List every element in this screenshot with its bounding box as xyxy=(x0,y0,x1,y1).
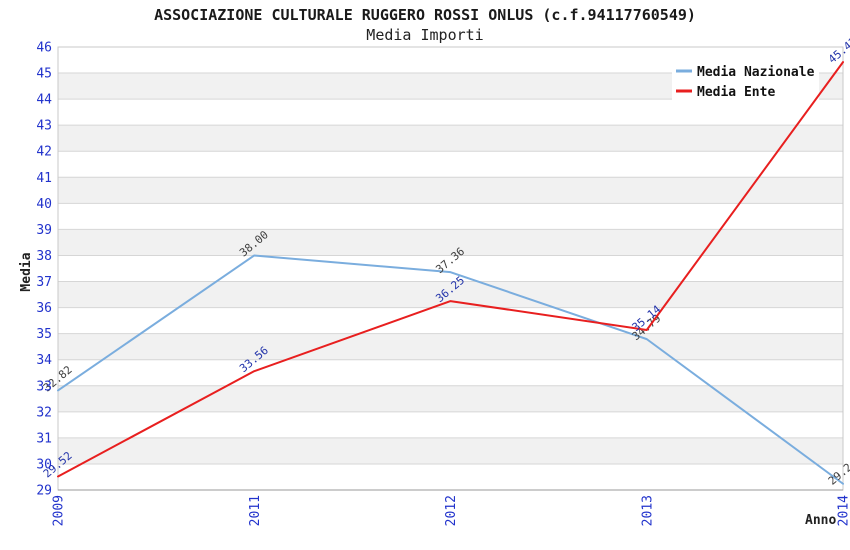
y-tick-label: 42 xyxy=(36,145,52,160)
y-tick-label: 30 xyxy=(36,457,52,472)
legend: Media Nazionale Media Ente xyxy=(676,65,815,100)
y-tick-label: 37 xyxy=(36,275,52,290)
y-tick-label: 36 xyxy=(36,301,52,316)
chart-title: ASSOCIAZIONE CULTURALE RUGGERO ROSSI ONL… xyxy=(154,6,696,24)
grid-band xyxy=(58,255,843,282)
chart-subtitle: Media Importi xyxy=(366,26,484,44)
grid-band xyxy=(58,385,843,412)
y-tick-label: 40 xyxy=(36,197,52,212)
y-tick-label: 41 xyxy=(36,171,52,186)
grid-band xyxy=(58,125,843,152)
y-tick-label: 32 xyxy=(36,405,52,420)
y-tick-label: 33 xyxy=(36,379,52,394)
y-tick-label: 44 xyxy=(36,93,52,108)
y-tick-label: 38 xyxy=(36,249,52,264)
grid-band xyxy=(58,463,843,490)
y-tick-label: 43 xyxy=(36,119,52,134)
plot-background xyxy=(57,46,844,491)
x-axis-title: Anno xyxy=(805,513,836,528)
grid-band xyxy=(58,333,843,360)
y-tick-label: 46 xyxy=(36,41,52,56)
legend-label-media-nazionale: Media Nazionale xyxy=(697,65,815,80)
x-tick-label: 2014 xyxy=(837,495,850,526)
series-line-0 xyxy=(57,254,844,485)
grid-band xyxy=(58,151,843,178)
x-tick-label: 2009 xyxy=(52,495,67,526)
grid-band xyxy=(58,177,843,204)
grid-band xyxy=(58,359,843,386)
y-tick-label: 34 xyxy=(36,353,52,368)
x-tick-label: 2012 xyxy=(444,495,459,526)
legend-box xyxy=(672,58,819,108)
y-tick-label: 45 xyxy=(36,67,52,82)
y-tick-label: 29 xyxy=(36,484,52,499)
grid-band xyxy=(58,229,843,256)
grid-band xyxy=(58,437,843,464)
y-axis-title: Media xyxy=(19,252,34,291)
grid-band xyxy=(58,281,843,308)
y-tick-label: 35 xyxy=(36,327,52,342)
series-line-1 xyxy=(57,61,844,478)
x-tick-label: 2013 xyxy=(640,495,655,526)
grid-band xyxy=(58,203,843,230)
legend-label-media-ente: Media Ente xyxy=(697,85,775,100)
y-tick-label: 39 xyxy=(36,223,52,238)
axes-layer: 29 30 31 32 33 34 35 36 37 38 39 40 41 42 43 44 45 46 2009… xyxy=(36,41,850,527)
grid-band xyxy=(58,411,843,438)
x-tick-label: 2011 xyxy=(248,495,263,526)
grid-band xyxy=(58,307,843,334)
y-tick-label: 31 xyxy=(36,431,52,446)
